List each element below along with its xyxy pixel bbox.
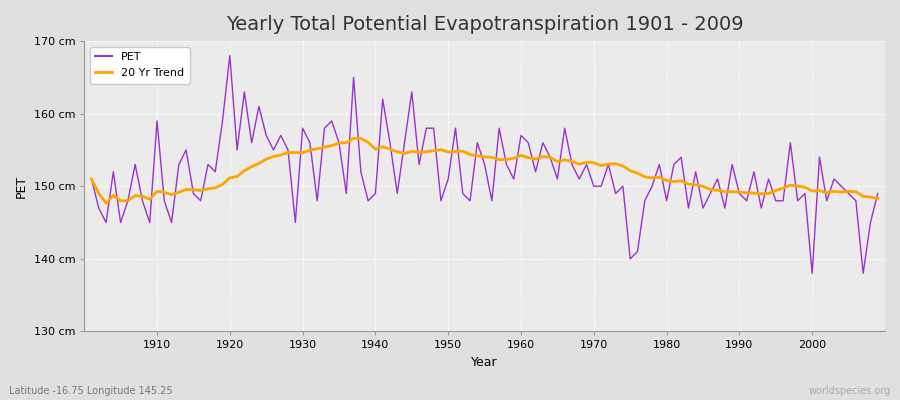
Text: worldspecies.org: worldspecies.org [809,386,891,396]
X-axis label: Year: Year [472,356,498,369]
Text: Latitude -16.75 Longitude 145.25: Latitude -16.75 Longitude 145.25 [9,386,173,396]
Y-axis label: PET: PET [15,175,28,198]
Title: Yearly Total Potential Evapotranspiration 1901 - 2009: Yearly Total Potential Evapotranspiratio… [226,15,743,34]
Legend: PET, 20 Yr Trend: PET, 20 Yr Trend [90,47,190,84]
